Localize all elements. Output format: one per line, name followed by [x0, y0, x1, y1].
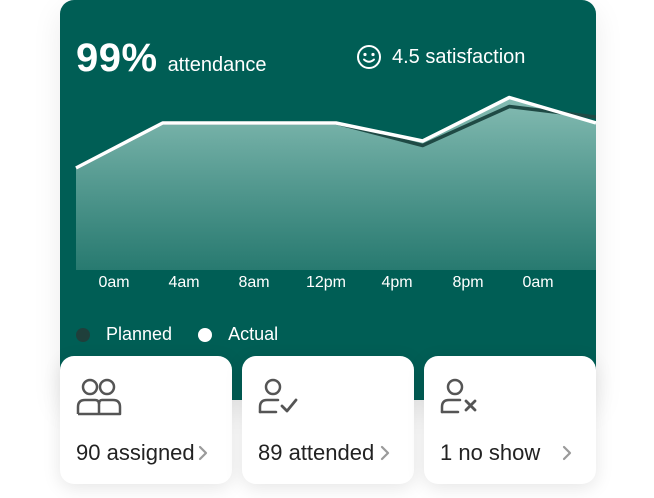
attendance-panel: 99% attendance 4.5 satisfaction 0am 4am 8a…: [60, 0, 596, 400]
chevron-right-icon: [562, 445, 572, 461]
attended-card[interactable]: 89 attended: [242, 356, 414, 484]
chart-legend: Planned Actual: [76, 324, 304, 345]
x-tick-label: 0am: [98, 274, 130, 291]
actual-area-fill: [76, 97, 596, 270]
x-tick-label: 8pm: [452, 274, 484, 291]
chevron-right-icon: [380, 445, 390, 461]
planned-dot-icon: [76, 327, 90, 342]
smiley-icon: [357, 45, 381, 69]
no-show-label: 1 no show: [440, 440, 541, 465]
attendance-label: attendance: [167, 54, 267, 76]
attendance-chart: [75, 95, 596, 270]
legend-planned: Planned: [76, 324, 172, 345]
legend-planned-label: Planned: [106, 324, 173, 344]
satisfaction-summary: 4.5 satisfaction: [356, 44, 525, 70]
assigned-card[interactable]: 90 assigned: [60, 356, 232, 484]
attendance-summary: 99% attendance: [76, 36, 267, 81]
x-tick-label: 0am: [522, 274, 554, 291]
attendance-percentage: 99%: [76, 36, 158, 80]
actual-series-line: [75, 95, 596, 170]
x-tick-label: 4am: [168, 274, 200, 291]
user-x-icon: [440, 378, 477, 414]
stat-cards: 90 assigned 89 attended 1 no show: [60, 356, 596, 484]
legend-actual: Actual: [198, 324, 278, 345]
attended-label: 89 attended: [258, 440, 375, 465]
x-tick-label: 4pm: [381, 274, 413, 291]
satisfaction-label: 4.5 satisfaction: [392, 45, 526, 68]
legend-actual-label: Actual: [228, 324, 279, 344]
x-tick-label: 12pm: [305, 274, 347, 291]
actual-dot-icon: [198, 327, 213, 342]
assigned-label: 90 assigned: [76, 440, 195, 465]
users-icon: [76, 378, 122, 416]
chevron-right-icon: [198, 445, 208, 461]
user-check-icon: [258, 378, 298, 414]
no-show-card[interactable]: 1 no show: [424, 356, 596, 484]
x-tick-label: 8am: [238, 274, 270, 291]
